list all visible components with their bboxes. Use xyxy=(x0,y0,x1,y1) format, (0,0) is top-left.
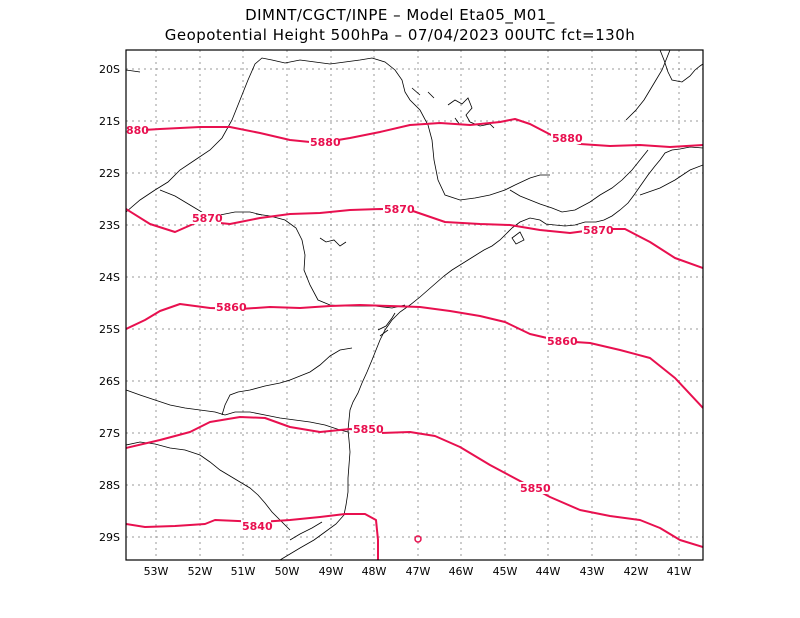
lon-axis-labels: 53W 52W 51W 50W 49W 48W 47W 46W 45W 44W … xyxy=(144,565,692,578)
lon-label-43w: 43W xyxy=(580,565,605,578)
coastline-borders xyxy=(126,50,703,560)
label-bg-5880-a xyxy=(309,136,339,148)
label-bg-5870-a xyxy=(191,212,221,224)
height-contours xyxy=(126,118,703,560)
lon-label-48w: 48W xyxy=(362,565,387,578)
lon-label-50w: 50W xyxy=(275,565,300,578)
lat-axis-labels: 20S 21S 22S 23S 24S 25S 26S 27S 28S 29S xyxy=(99,63,120,544)
contour-label-5880-left: 880 xyxy=(126,124,149,137)
lon-label-42w: 42W xyxy=(624,565,649,578)
contour-5850-line xyxy=(126,416,703,548)
lon-label-47w: 47W xyxy=(406,565,431,578)
es-border xyxy=(639,164,703,196)
reservoir-sp xyxy=(319,237,347,247)
lon-label-49w: 49W xyxy=(319,565,344,578)
guanabara-bay xyxy=(511,231,525,245)
label-bg-5850-a xyxy=(352,423,382,435)
grid xyxy=(126,50,703,560)
lon-label-53w: 53W xyxy=(144,565,169,578)
lat-label-21s: 21S xyxy=(99,115,120,128)
sp-mg-border xyxy=(126,57,550,213)
contour-label-5850-b: 5850 xyxy=(520,482,551,495)
lat-label-28s: 28S xyxy=(99,479,120,492)
upper-border xyxy=(126,50,703,83)
contour-label-5860-b: 5860 xyxy=(547,335,578,348)
lat-label-22s: 22S xyxy=(99,167,120,180)
paraguay-border xyxy=(126,389,226,416)
contour-label-5870-b: 5870 xyxy=(384,203,415,216)
coastline xyxy=(279,146,703,560)
contour-label-5880-b: 5880 xyxy=(552,132,583,145)
lon-label-46w: 46W xyxy=(449,565,474,578)
contour-5880-line xyxy=(126,118,703,148)
mg-rj-border xyxy=(509,149,649,213)
contour-label-5870-a: 5870 xyxy=(192,212,223,225)
paranagua-bay xyxy=(377,312,396,337)
label-bg-5870-c xyxy=(582,224,612,236)
argentina-border xyxy=(126,441,291,531)
contour-5860-line xyxy=(126,303,703,409)
contour-label-5860-a: 5860 xyxy=(216,301,247,314)
lon-label-41w: 41W xyxy=(667,565,692,578)
lat-label-29s: 29S xyxy=(99,531,120,544)
contour-label-5840: 5840 xyxy=(242,520,273,533)
chart-title-line2: Geopotential Height 500hPa – 07/04/2023 … xyxy=(164,26,636,44)
lon-label-44w: 44W xyxy=(536,565,561,578)
lat-label-24s: 24S xyxy=(99,271,120,284)
contour-label-5850-a: 5850 xyxy=(353,423,384,436)
lat-label-27s: 27S xyxy=(99,427,120,440)
label-bg-5870-b xyxy=(383,203,413,215)
chart-title-line1: DIMNT/CGCT/INPE – Model Eta05_M01_ xyxy=(245,6,555,24)
contour-label-5870-c: 5870 xyxy=(583,224,614,237)
lon-label-51w: 51W xyxy=(231,565,256,578)
contour-5840-line xyxy=(126,513,379,560)
label-bg-5880-b xyxy=(551,132,581,144)
lon-label-52w: 52W xyxy=(188,565,213,578)
label-bg-5840 xyxy=(241,520,271,532)
contour-label-5880-a: 5880 xyxy=(310,136,341,149)
label-bg-5860-a xyxy=(215,301,245,313)
label-bg-5880-left xyxy=(126,124,146,136)
label-bg-5850-b xyxy=(519,482,549,494)
reservoir-lakes xyxy=(411,87,495,129)
lat-label-25s: 25S xyxy=(99,323,120,336)
label-bg-5860-b xyxy=(546,335,576,347)
lat-label-20s: 20S xyxy=(99,63,120,76)
pr-sc-border xyxy=(221,347,353,416)
lagoa-rs xyxy=(289,521,323,541)
lat-label-23s: 23S xyxy=(99,219,120,232)
contour-small-low-ring xyxy=(414,535,422,543)
contour-labels: 880 5880 5880 5870 5870 5870 5860 5860 5… xyxy=(126,124,614,533)
plot-frame xyxy=(125,49,704,561)
sc-rs-border xyxy=(224,411,349,433)
lon-label-45w: 45W xyxy=(493,565,518,578)
lat-label-26s: 26S xyxy=(99,375,120,388)
mg-es-border xyxy=(625,50,671,121)
